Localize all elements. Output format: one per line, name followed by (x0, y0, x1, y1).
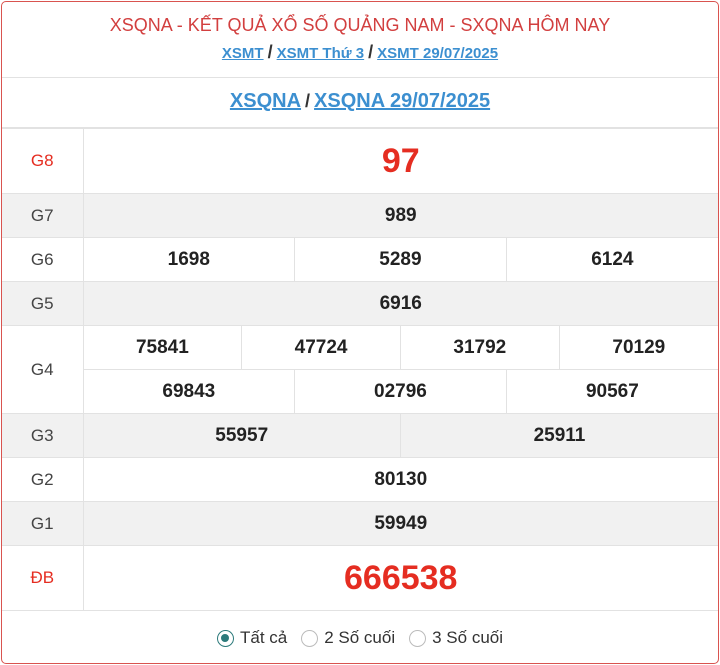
link-xsmt-thu3[interactable]: XSMT Thứ 3 (276, 45, 365, 62)
prize-label: G6 (2, 237, 84, 282)
link-xsqna-date[interactable]: XSQNA 29/07/2025 (314, 90, 491, 112)
header: XSQNA - KẾT QUẢ XỔ SỐ QUẢNG NAM - SXQNA … (2, 2, 718, 78)
prize-number: 02796 (294, 369, 507, 414)
prize-number: 5289 (294, 237, 507, 282)
filter-label: Tất cả (239, 628, 288, 647)
row-g3: G3 55957 25911 (2, 413, 718, 458)
prize-number: 1698 (82, 237, 296, 282)
prize-number: 47724 (241, 325, 401, 370)
filter-label: 2 Số cuối (324, 628, 396, 647)
row-db: ĐB 666538 (2, 545, 718, 611)
filter-label: 3 Số cuối (432, 628, 504, 647)
prize-number: 80130 (82, 457, 718, 502)
filter-2-digits[interactable]: 2 Số cuối (301, 628, 395, 648)
row-g6: G6 1698 5289 6124 (2, 237, 718, 282)
prize-number: 69843 (82, 369, 296, 414)
prize-number: 25911 (399, 413, 718, 458)
row-g7: G7 989 (2, 193, 718, 238)
prize-number: 989 (82, 193, 718, 238)
separator: / (267, 42, 273, 62)
prize-label: G3 (2, 413, 84, 458)
radio-icon[interactable] (409, 629, 427, 647)
prize-label: G2 (2, 457, 84, 502)
prize-number: 6916 (82, 281, 718, 326)
separator: / (305, 91, 311, 111)
prize-number: 31792 (399, 325, 560, 370)
page-title: XSQNA - KẾT QUẢ XỔ SỐ QUẢNG NAM - SXQNA … (109, 15, 611, 35)
radio-checked-icon[interactable] (216, 629, 234, 647)
prize-label: G5 (2, 281, 84, 326)
prize-label: ĐB (2, 545, 84, 611)
link-xsqna[interactable]: XSQNA (229, 90, 302, 112)
row-g8: G8 97 (2, 128, 718, 194)
row-g4: G4 75841 47724 31792 70129 (2, 325, 718, 414)
digit-filter: Tất cả 2 Số cuối 3 Số cuối (2, 611, 718, 663)
special-prize-number: 666538 (82, 545, 718, 611)
prize-number: 6124 (505, 237, 718, 282)
prize-label: G1 (2, 501, 84, 546)
prize-number: 90567 (505, 369, 718, 414)
filter-3-digits[interactable]: 3 Số cuối (409, 628, 503, 648)
row-g4b: 69843 02796 90567 (2, 369, 718, 414)
filter-all[interactable]: Tất cả (216, 628, 288, 648)
prize-label: G7 (2, 193, 84, 238)
prize-number: 59949 (82, 501, 718, 546)
results-table: G8 97 G7 989 G6 1698 5289 6124 G5 6916 G4 75841… (2, 128, 718, 611)
subheader: XSQNA / XSQNA 29/07/2025 (2, 78, 718, 128)
prize-number: 70129 (558, 325, 718, 370)
link-xsmt-date[interactable]: XSMT 29/07/2025 (377, 45, 499, 62)
prize-number: 75841 (82, 325, 243, 370)
prize-label: G8 (2, 128, 84, 194)
link-xsmt[interactable]: XSMT (221, 45, 264, 62)
row-g2: G2 80130 (2, 457, 718, 502)
radio-icon[interactable] (301, 629, 319, 647)
breadcrumb: XSMT / XSMT Thứ 3/XSMT 29/07/2025 (2, 42, 718, 63)
prize-label: G4 (2, 325, 84, 414)
row-g1: G1 59949 (2, 501, 718, 546)
prize-number: 97 (82, 128, 718, 194)
separator: / (368, 42, 374, 62)
prize-number: 55957 (82, 413, 401, 458)
row-g5: G5 6916 (2, 281, 718, 326)
